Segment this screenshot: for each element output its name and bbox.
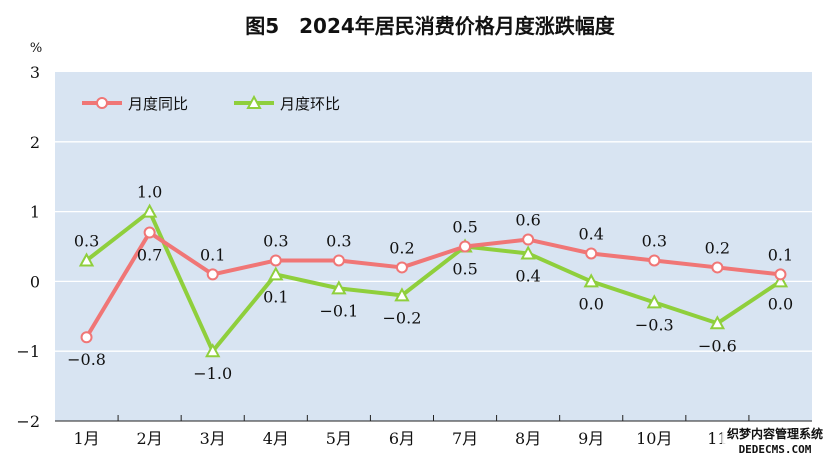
- data-label-yoy: 0.4: [578, 224, 603, 243]
- data-label-mom: 1.0: [137, 183, 162, 202]
- data-label-mom: 0.4: [515, 266, 540, 285]
- x-tick-label: 5月: [326, 429, 352, 448]
- data-label-yoy: 0.2: [389, 238, 414, 257]
- x-tick-label: 2月: [137, 429, 163, 448]
- point-yoy: [774, 268, 787, 281]
- point-mom: [331, 280, 347, 295]
- y-tick-label: −1: [16, 342, 40, 361]
- x-tick-label: 7月: [452, 429, 478, 448]
- point-mom: [141, 203, 158, 218]
- point-mom: [646, 294, 662, 309]
- x-tick-label: 1月: [73, 429, 99, 448]
- point-yoy: [395, 261, 408, 274]
- point-mom: [583, 273, 599, 288]
- point-yoy: [206, 268, 219, 281]
- point-mom: [268, 266, 284, 281]
- data-label-yoy: 0.3: [326, 231, 351, 250]
- data-label-yoy: 0.2: [705, 238, 730, 257]
- data-label-yoy: 0.6: [515, 211, 540, 230]
- legend-label-mom: 月度环比: [280, 95, 340, 113]
- data-label-mom: −0.2: [383, 308, 422, 327]
- y-tick-label: 3: [30, 63, 40, 82]
- y-tick-label: 0: [30, 272, 40, 291]
- point-mom: [772, 273, 789, 288]
- y-tick-label: 1: [30, 203, 40, 222]
- data-label-mom: 0.0: [578, 294, 603, 313]
- series-line-yoy: [84, 230, 781, 339]
- chart-title: 图5 2024年居民消费价格月度涨跌幅度: [245, 14, 616, 38]
- data-label-yoy: 0.3: [263, 231, 288, 250]
- data-label-yoy: 0.5: [452, 218, 477, 237]
- point-yoy: [80, 331, 93, 344]
- data-label-yoy: 0.3: [642, 231, 667, 250]
- x-tick-label: 6月: [389, 429, 415, 448]
- legend-label-yoy: 月度同比: [128, 95, 188, 113]
- x-tick-label: 9月: [578, 429, 604, 448]
- point-yoy: [269, 254, 282, 267]
- data-label-mom: 0.1: [263, 287, 288, 306]
- series-line-mom: [85, 209, 782, 354]
- x-tick-label: 4月: [263, 429, 289, 448]
- data-label-yoy: 0.1: [200, 245, 225, 264]
- y-tick-label: −2: [16, 412, 40, 431]
- watermark-line-2: DEDECMS.COM: [739, 443, 812, 456]
- point-yoy: [585, 247, 598, 260]
- watermark-bg: [722, 423, 828, 457]
- watermark: 织梦内容管理系统 DEDECMS.COM: [722, 423, 828, 457]
- data-label-mom: −0.6: [698, 336, 737, 355]
- x-tick-label: 3月: [200, 429, 226, 448]
- point-yoy: [459, 240, 472, 253]
- plot-area: [55, 72, 812, 421]
- x-tick-label: 10月: [636, 429, 672, 448]
- point-yoy: [648, 254, 661, 267]
- data-label-mom: −0.1: [319, 301, 358, 320]
- y-tick-label: 2: [30, 133, 40, 152]
- data-label-mom: −0.3: [635, 315, 674, 334]
- data-label-yoy: 0.1: [768, 245, 793, 264]
- legend: 月度同比 月度环比: [82, 94, 340, 113]
- data-label-yoy: −0.8: [67, 350, 106, 369]
- data-label-mom: 0.0: [768, 294, 793, 313]
- legend-marker-mom: [246, 94, 262, 109]
- point-yoy: [143, 226, 156, 239]
- point-mom: [78, 252, 95, 267]
- point-mom: [205, 343, 221, 358]
- point-mom: [520, 245, 536, 260]
- legend-marker-yoy: [96, 97, 108, 109]
- data-label-mom: −1.0: [193, 364, 232, 383]
- data-label-yoy: 0.7: [137, 246, 162, 265]
- data-label-mom: 0.3: [74, 231, 99, 250]
- point-yoy: [522, 233, 535, 246]
- x-tick-label: 8月: [515, 429, 541, 448]
- watermark-line-1: 织梦内容管理系统: [727, 426, 823, 441]
- point-yoy: [711, 261, 724, 274]
- point-mom: [709, 315, 726, 330]
- series-layer: [78, 203, 789, 358]
- data-label-mom: 0.5: [452, 260, 477, 279]
- y-axis-unit: %: [30, 41, 42, 56]
- data-labels: −0.8 0.3 0.7 1.0 0.1 −1.0 0.3 0.1 0.3 −0.1 0.2 −0.2…: [67, 183, 793, 384]
- point-mom: [394, 287, 410, 302]
- point-yoy: [332, 254, 345, 267]
